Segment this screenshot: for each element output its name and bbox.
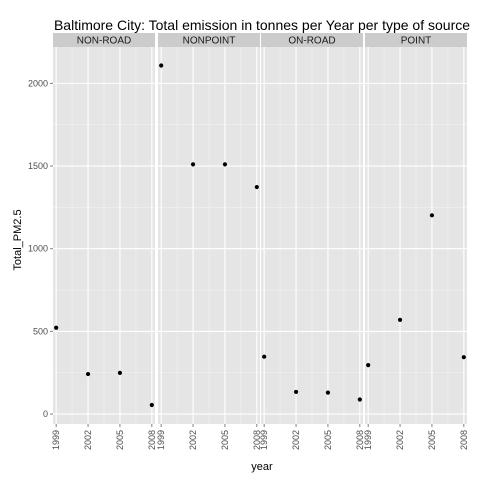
x-tick-label: 2005	[323, 430, 333, 450]
x-tick-label: 1999	[156, 430, 166, 450]
data-point	[358, 397, 362, 401]
data-point	[159, 63, 163, 67]
data-point	[294, 390, 298, 394]
facet-panels: NON-ROAD 1999 2002 2005 2008 NONPOINT 1999 2002…	[51, 33, 469, 450]
data-point	[118, 371, 122, 375]
x-tick-label: 2005	[220, 430, 230, 450]
x-tick-label: 2002	[83, 430, 93, 450]
y-tick-label: 2000	[28, 78, 48, 88]
facet-strip-label: NONPOINT	[183, 36, 236, 47]
x-tick-label: 2002	[395, 430, 405, 450]
panel-point: POINT 1999 2002 2005 2008	[363, 33, 469, 450]
y-tick-label: 1000	[28, 244, 48, 254]
y-axis: 0 500 1000 1500 2000	[28, 78, 53, 419]
data-point	[366, 363, 370, 367]
data-point	[191, 162, 195, 166]
x-tick-label: 1999	[51, 430, 61, 450]
data-point	[54, 326, 58, 330]
y-tick-label: 1500	[28, 161, 48, 171]
facet-strip-label: NON-ROAD	[77, 36, 131, 47]
data-point	[223, 162, 227, 166]
y-tick-label: 500	[33, 326, 48, 336]
facet-strip-label: POINT	[401, 36, 432, 47]
data-point	[255, 185, 259, 189]
data-point	[326, 390, 330, 394]
data-point	[398, 318, 402, 322]
y-tick-label: 0	[43, 409, 48, 419]
x-axis-label: year	[251, 461, 273, 473]
y-axis-label: Total_PM2.5	[12, 209, 24, 270]
data-point	[86, 372, 90, 376]
x-tick-label: 2005	[427, 430, 437, 450]
x-tick-label: 1999	[259, 430, 269, 450]
data-point	[150, 403, 154, 407]
x-tick-label: 2002	[188, 430, 198, 450]
chart-title: Baltimore City: Total emission in tonnes…	[54, 17, 470, 33]
data-point	[430, 213, 434, 217]
facet-strip-label: ON-ROAD	[288, 36, 335, 47]
x-tick-label: 2005	[115, 430, 125, 450]
x-tick-label: 2002	[291, 430, 301, 450]
x-tick-label: 2008	[459, 430, 469, 450]
data-point	[262, 355, 266, 359]
x-tick-label: 1999	[363, 430, 373, 450]
data-point	[462, 355, 466, 359]
